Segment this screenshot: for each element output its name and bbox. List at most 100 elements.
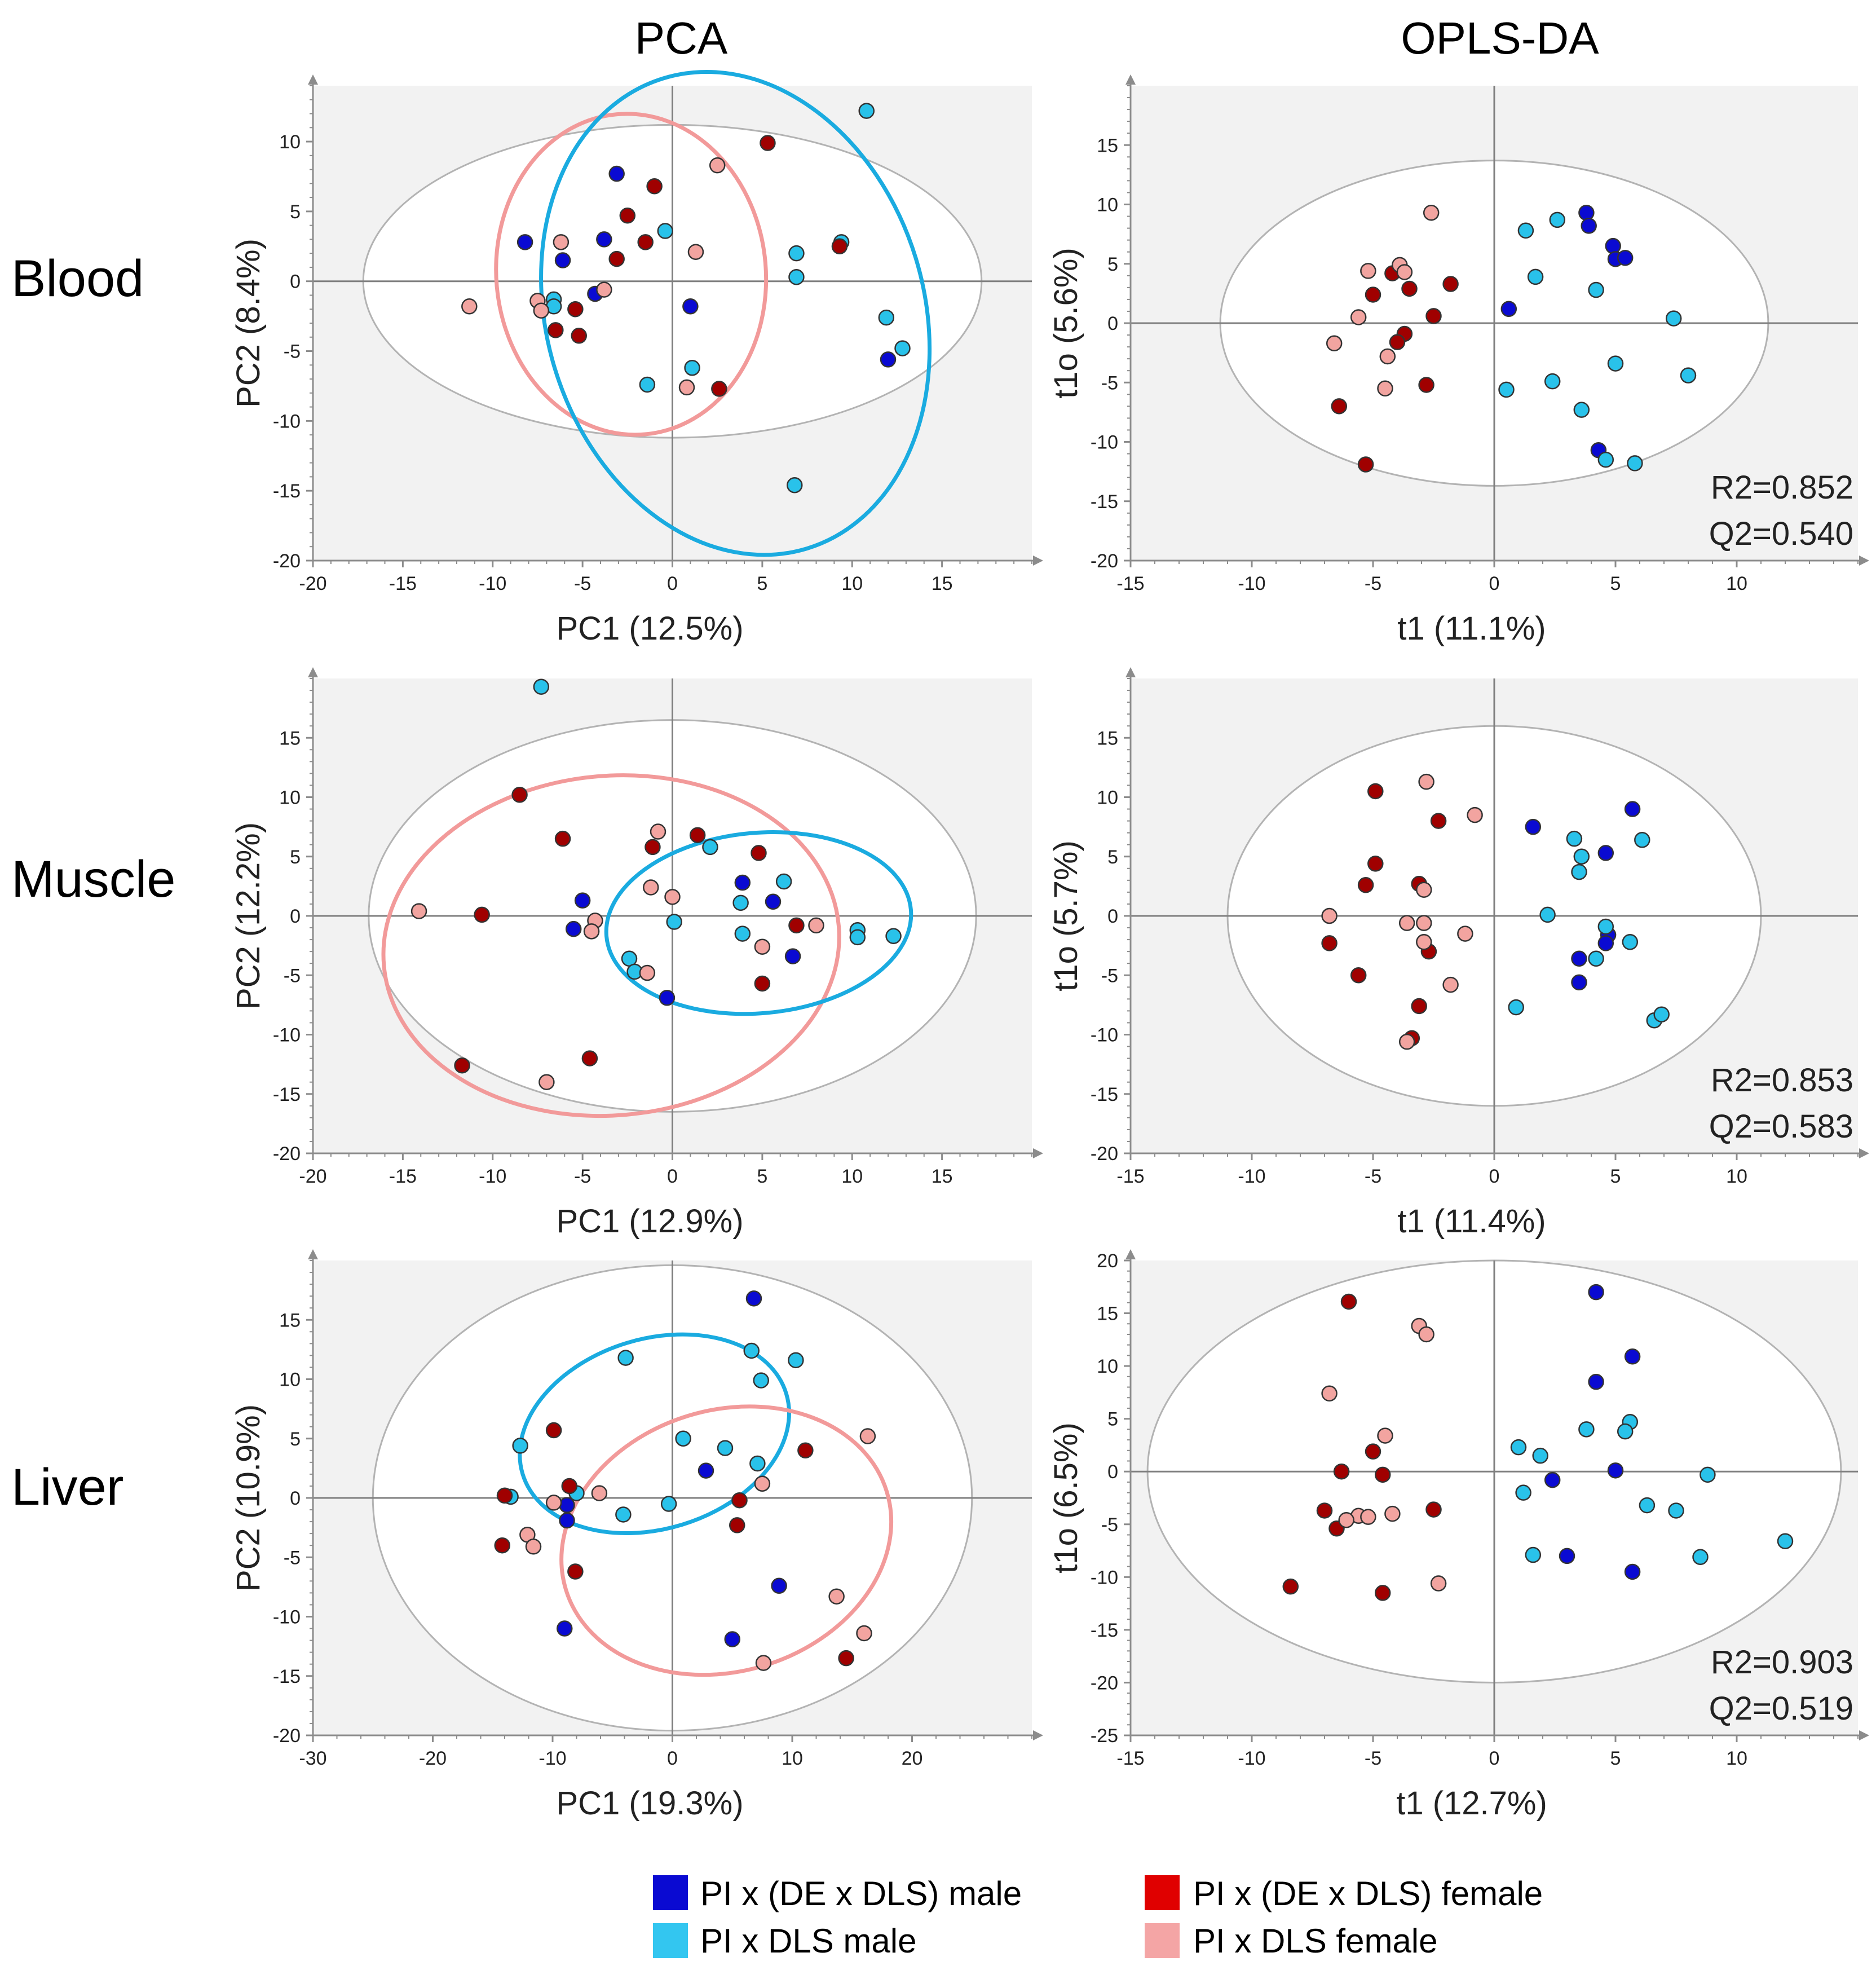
data-point	[1559, 1548, 1575, 1564]
x-tick-label: 15	[932, 573, 953, 594]
data-point	[1498, 381, 1515, 398]
data-point	[1566, 830, 1583, 847]
data-point	[1416, 915, 1432, 931]
data-point	[1350, 309, 1367, 325]
data-point	[619, 208, 636, 224]
x-axis-title: t1 (11.1%)	[1397, 610, 1546, 647]
data-point	[454, 1057, 470, 1074]
data-point	[755, 1655, 772, 1671]
data-point	[1597, 918, 1614, 935]
data-point	[596, 231, 612, 248]
data-point	[1379, 348, 1396, 365]
x-tick-label: 20	[902, 1748, 923, 1769]
data-point	[1326, 335, 1343, 352]
x-tick-label: -10	[1238, 1748, 1265, 1769]
x-tick-label: 0	[1489, 1748, 1500, 1769]
column-title-pca: PCA	[635, 13, 728, 63]
y-axis-arrow	[308, 74, 318, 85]
y-tick-label: -15	[1091, 1084, 1118, 1105]
data-point	[1416, 881, 1432, 898]
data-point	[682, 298, 699, 315]
x-tick-label: -10	[1238, 1166, 1265, 1187]
data-point	[702, 839, 718, 856]
data-point	[1374, 1585, 1391, 1601]
x-tick-label: -20	[419, 1748, 447, 1769]
x-axis-arrow	[1033, 1148, 1043, 1158]
data-point	[1634, 832, 1650, 848]
data-point	[1396, 264, 1413, 280]
data-point	[784, 948, 801, 964]
y-axis-arrow	[308, 667, 318, 677]
data-point	[711, 381, 727, 397]
data-point	[1653, 1006, 1670, 1022]
legend-label-de-female: PI x (DE x DLS) female	[1193, 1875, 1543, 1912]
data-point	[561, 1478, 577, 1495]
data-point	[751, 845, 767, 861]
data-point	[512, 1438, 528, 1454]
data-point	[1389, 334, 1406, 350]
y-axis-title: PC2 (10.9%)	[230, 1404, 267, 1592]
data-point	[717, 1440, 734, 1456]
y-tick-label: 0	[290, 271, 301, 293]
x-axis-title: PC1 (19.3%)	[556, 1785, 743, 1822]
y-tick-label: 15	[279, 1310, 301, 1331]
x-tick-label: 10	[841, 573, 863, 594]
x-tick-label: -5	[574, 1166, 591, 1187]
y-tick-label: -5	[1101, 1514, 1118, 1536]
x-tick-label: -15	[1116, 1748, 1144, 1769]
data-point	[1338, 1512, 1354, 1528]
data-point	[732, 894, 749, 911]
group-ellipse-blue	[518, 1332, 791, 1536]
data-point	[1597, 935, 1614, 951]
data-point	[1617, 1423, 1634, 1440]
data-point	[1525, 1546, 1542, 1563]
data-point	[1367, 783, 1384, 800]
data-point	[1597, 451, 1614, 468]
data-point	[771, 1577, 787, 1594]
data-point	[1607, 1462, 1624, 1479]
data-point	[1549, 211, 1566, 228]
data-point	[880, 351, 897, 368]
y-tick-label: 0	[1107, 313, 1118, 334]
y-axis-arrow	[1125, 667, 1136, 677]
data-point	[533, 678, 550, 695]
y-axis-arrow	[1125, 74, 1136, 85]
data-point	[1517, 222, 1534, 239]
data-point	[1401, 280, 1418, 297]
data-point	[1282, 1578, 1299, 1595]
data-point	[1573, 402, 1590, 418]
panel-pca-muscle: -20 -15 -10 -5 0 5 10 15 -20 -15 -10 -5 0 5 10 15 PC1 (1…	[230, 667, 1043, 1240]
x-axis-title: PC1 (12.9%)	[556, 1203, 743, 1240]
data-point	[571, 328, 587, 344]
x-tick-label: -10	[479, 573, 506, 594]
x-tick-label: -10	[538, 1748, 566, 1769]
data-point	[1581, 218, 1597, 234]
data-point	[788, 245, 805, 262]
data-point	[511, 787, 528, 803]
r2-value: R2=0.853	[1711, 1062, 1853, 1099]
data-point	[554, 830, 571, 847]
y-tick-label: -15	[1091, 491, 1118, 513]
data-point	[788, 917, 805, 934]
data-point	[1571, 974, 1587, 991]
data-point	[1374, 1466, 1391, 1483]
data-point	[698, 1462, 714, 1479]
x-axis-arrow	[1033, 556, 1043, 566]
y-tick-label: 5	[290, 1429, 301, 1450]
data-point	[1510, 1439, 1527, 1456]
data-point	[1430, 1575, 1447, 1592]
data-point	[1607, 355, 1624, 372]
x-tick-label: 10	[1726, 573, 1747, 594]
y-tick-label: 15	[1097, 1303, 1118, 1325]
data-point	[1624, 1348, 1641, 1365]
data-point	[538, 1074, 555, 1090]
x-tick-label: -5	[574, 573, 591, 594]
x-tick-label: 10	[1726, 1748, 1747, 1769]
data-point	[525, 1539, 542, 1555]
x-tick-label: 10	[782, 1748, 803, 1769]
data-point	[583, 923, 600, 940]
data-point	[1692, 1549, 1709, 1566]
data-point	[1398, 1033, 1415, 1050]
data-point	[664, 889, 681, 905]
y-tick-label: 5	[1107, 254, 1118, 275]
